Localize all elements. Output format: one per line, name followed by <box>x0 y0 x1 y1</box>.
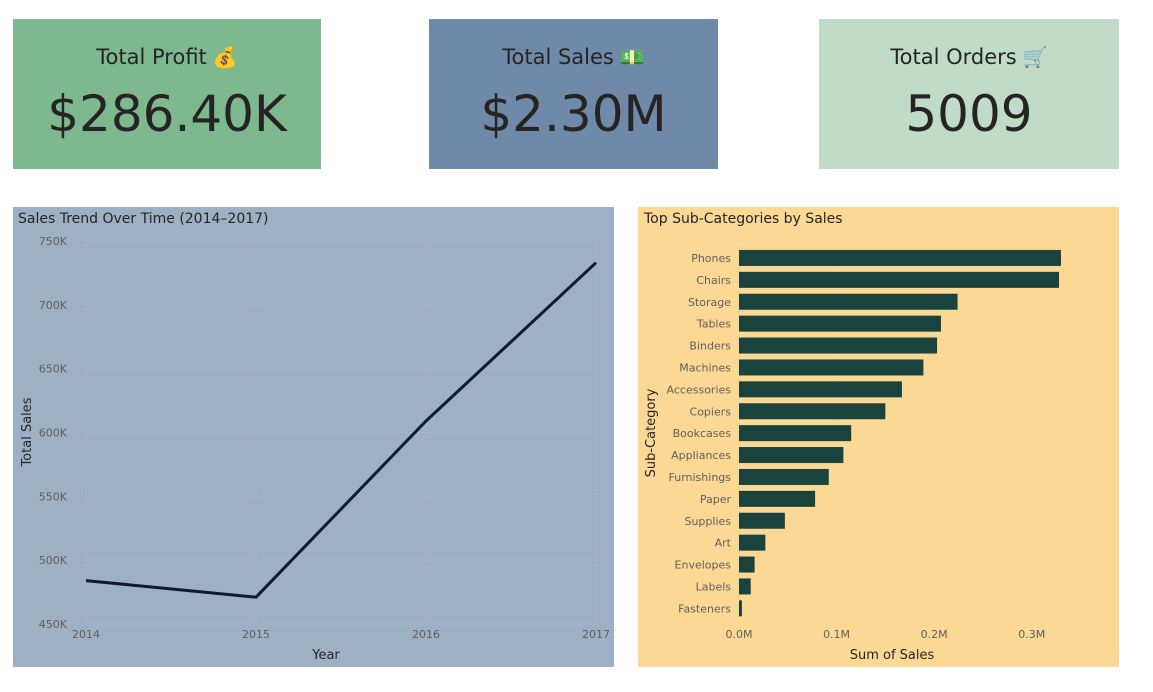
bar <box>739 556 755 573</box>
bar <box>739 293 958 310</box>
bar <box>739 600 742 617</box>
subcategory-sales-svg: Top Sub-Categories by Sales 0.0M 0.1M 0.2M 0… <box>643 211 1061 663</box>
y-tick-label: 750K <box>39 235 68 248</box>
total-orders-value: 5009 <box>905 85 1033 143</box>
y-axis-label: Total Sales <box>20 397 35 467</box>
bar <box>739 271 1060 288</box>
y-tick-label: Machines <box>679 361 731 374</box>
y-tick-label: 500K <box>39 554 68 567</box>
total-orders-card: Total Orders 🛒 5009 <box>819 19 1119 169</box>
bar <box>739 381 902 398</box>
bar <box>739 490 816 507</box>
x-tick-label: 2014 <box>72 628 100 641</box>
y-tick-label: Furnishings <box>669 471 732 484</box>
total-sales-label: Total Sales <box>502 45 614 69</box>
y-tick-label: Phones <box>691 252 731 265</box>
bar <box>739 468 829 485</box>
total-sales-value: $2.30M <box>480 85 667 143</box>
y-tick-label: Accessories <box>667 383 732 396</box>
bar <box>739 578 751 595</box>
y-tick-label: 450K <box>39 618 68 631</box>
y-tick-label: Chairs <box>696 274 731 287</box>
y-tick-label: Supplies <box>684 515 731 528</box>
x-tick-label: 2015 <box>242 628 270 641</box>
y-axis-label: Sub-Category <box>644 388 659 477</box>
money-bag-icon: 💰 <box>212 45 238 69</box>
x-tick-label: 0.1M <box>823 628 850 641</box>
subcategory-sales-chart[interactable]: Top Sub-Categories by Sales 0.0M 0.1M 0.2M 0… <box>638 207 1119 667</box>
bar <box>739 534 766 551</box>
sales-trend-line <box>85 261 598 599</box>
total-profit-title: Total Profit 💰 <box>13 45 321 69</box>
total-profit-card: Total Profit 💰 $286.40K <box>13 19 321 169</box>
x-tick-label: 2016 <box>412 628 440 641</box>
y-tick-label: 550K <box>39 490 68 503</box>
x-tick-label: 0.0M <box>726 628 753 641</box>
total-sales-title: Total Sales 💵 <box>429 45 718 69</box>
total-profit-value: $286.40K <box>47 85 287 143</box>
y-tick-label: Tables <box>696 318 731 331</box>
shopping-cart-icon: 🛒 <box>1022 45 1048 69</box>
total-sales-card: Total Sales 💵 $2.30M <box>429 19 718 169</box>
sales-trend-chart[interactable]: Sales Trend Over Time (2014–2017) 450K 500… <box>13 207 614 667</box>
y-tick-label: Envelopes <box>675 559 732 572</box>
sales-trend-svg: Sales Trend Over Time (2014–2017) 450K 500… <box>18 211 610 663</box>
total-orders-title: Total Orders 🛒 <box>819 45 1119 69</box>
bar <box>739 447 844 464</box>
y-tick-label: 700K <box>39 299 68 312</box>
bar <box>739 512 785 529</box>
y-tick-label: Storage <box>688 296 731 309</box>
y-tick-label: Copiers <box>690 405 732 418</box>
x-axis-label: Year <box>311 648 340 663</box>
x-axis-label: Sum of Sales <box>850 648 935 663</box>
x-tick-label: 0.3M <box>1018 628 1045 641</box>
bar <box>739 315 941 332</box>
total-orders-label: Total Orders <box>890 45 1017 69</box>
y-tick-label: 600K <box>39 427 68 440</box>
y-tick-label: Bookcases <box>673 427 732 440</box>
x-tick-label: 2017 <box>582 628 610 641</box>
y-tick-label: Paper <box>700 493 732 506</box>
dollar-banknote-icon: 💵 <box>619 45 645 69</box>
bar <box>739 249 1061 266</box>
y-tick-label: Labels <box>696 580 732 593</box>
bar <box>739 337 938 354</box>
bar <box>739 359 924 376</box>
y-tick-label: Appliances <box>671 449 731 462</box>
total-profit-label: Total Profit <box>96 45 207 69</box>
chart-title: Sales Trend Over Time (2014–2017) <box>18 211 269 227</box>
x-tick-label: 0.2M <box>921 628 948 641</box>
chart-title: Top Sub-Categories by Sales <box>643 211 843 227</box>
y-tick-label: Binders <box>689 340 731 353</box>
y-tick-label: Art <box>715 537 732 550</box>
y-tick-label: Fasteners <box>678 602 731 615</box>
bar <box>739 425 852 442</box>
bar <box>739 403 886 420</box>
y-tick-label: 650K <box>39 363 68 376</box>
